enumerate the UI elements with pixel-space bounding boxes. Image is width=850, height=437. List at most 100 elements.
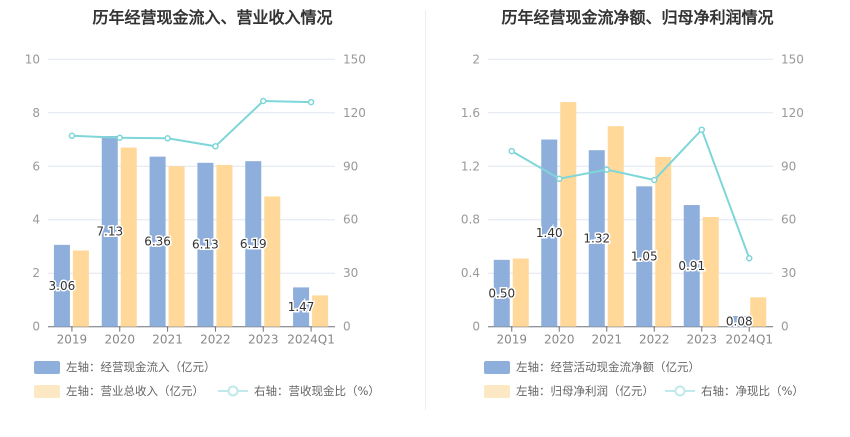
bar-2019: [72, 250, 89, 327]
bar-2024Q1: [312, 295, 329, 327]
legend-label: 右轴：营收现金比（%）: [254, 384, 380, 398]
left-tick-label: 0: [32, 320, 40, 334]
x-tick-label: 2020: [544, 333, 575, 347]
x-tick-label: 2021: [591, 333, 622, 347]
data-label: 6.13: [192, 238, 219, 252]
right-tick-label: 150: [343, 52, 366, 66]
bar-2019: [512, 258, 529, 327]
bar-2020: [101, 136, 118, 327]
left-tick-label: 0.8: [461, 213, 480, 227]
left-tick-label: 0: [472, 320, 480, 334]
right-tick-label: 0: [343, 320, 351, 334]
legend-line-icon: [218, 385, 248, 397]
x-tick-label: 2024Q1: [725, 333, 773, 347]
bar-2019: [53, 244, 70, 327]
chart-title: 历年经营现金流入、营业收入情况: [92, 8, 333, 27]
bar-2021: [168, 166, 185, 327]
legend-swatch: [34, 360, 60, 374]
right-tick-label: 90: [343, 159, 358, 173]
data-label: 3.06: [49, 279, 76, 293]
x-tick-label: 2023: [686, 333, 717, 347]
bar-2021: [149, 156, 166, 327]
right-tick-label: 30: [343, 266, 358, 280]
bar-2022: [636, 186, 653, 327]
ratio-point: [698, 126, 705, 133]
x-tick-label: 2024Q1: [287, 333, 335, 347]
legend-item[interactable]: 右轴：营收现金比（%）: [218, 383, 380, 399]
legend-swatch: [484, 384, 510, 398]
data-label: 1.05: [631, 250, 658, 264]
x-tick-label: 2020: [104, 333, 135, 347]
ratio-point: [116, 134, 123, 141]
legend-label: 左轴：归母净利润（亿元）: [516, 384, 654, 398]
chart-title: 历年经营现金流净额、归母净利润情况: [501, 8, 774, 27]
plot-area: 0 2 4 6 8 10 0 30 60 90 120 150 2019 2020 2021 2022 2023…: [25, 52, 366, 347]
ratio-line: [511, 127, 751, 259]
left-tick-label: 2: [32, 266, 40, 280]
ratio-point: [746, 254, 753, 262]
right-tick-label: 150: [781, 52, 804, 66]
left-tick-label: 8: [32, 106, 40, 120]
left-tick-label: 2: [472, 52, 480, 66]
bar-2020: [120, 147, 137, 327]
data-label: 6.36: [144, 235, 171, 249]
chart-right: 0 0.4 0.8 1.2 1.6 2 0 30 60 90 120 150 2019 2020 2021 2…: [425, 0, 850, 437]
right-tick-label: 60: [781, 213, 796, 227]
legend-label: 左轴：营业总收入（亿元）: [66, 384, 204, 398]
bar-2022: [197, 162, 214, 327]
bar-2023: [245, 161, 262, 327]
ratio-point: [68, 132, 76, 140]
right-tick-label: 30: [781, 266, 796, 280]
legend-line-icon: [665, 385, 695, 397]
data-label: 0.91: [678, 259, 705, 273]
legend-label: 左轴：经营现金流入（亿元）: [66, 360, 216, 374]
bar-2023: [702, 217, 719, 327]
plot-area: 0 0.4 0.8 1.2 1.6 2 0 30 60 90 120 150 2019 2020 2021 2…: [461, 52, 804, 347]
bar-2020: [541, 139, 558, 327]
right-tick-label: 0: [781, 320, 789, 334]
legend-label: 右轴：净现比（%）: [701, 384, 804, 398]
right-tick-label: 60: [343, 213, 358, 227]
bar-2024Q1: [293, 287, 310, 327]
ratio-point: [307, 98, 315, 106]
chart-left: 0 2 4 6 8 10 0 30 60 90 120 150 2019 2020 2021 2022 2023…: [25, 8, 380, 399]
bar-2024Q1: [731, 316, 748, 327]
x-tick-label: 2019: [496, 333, 527, 347]
data-label: 1.40: [536, 226, 563, 240]
bar-2021: [607, 126, 624, 327]
left-tick-label: 6: [32, 159, 40, 173]
data-label: 6.19: [240, 237, 267, 251]
data-label: 0.50: [488, 286, 515, 300]
right-tick-label: 120: [781, 106, 804, 120]
legend-item[interactable]: 左轴：归母净利润（亿元）: [484, 383, 654, 399]
left-tick-label: 1.6: [461, 106, 480, 120]
x-tick-label: 2019: [57, 333, 88, 347]
ratio-line: [71, 100, 312, 148]
ratio-point: [212, 143, 219, 150]
left-tick-label: 4: [32, 213, 40, 227]
legend-item[interactable]: 左轴：营业总收入（亿元）: [34, 383, 204, 399]
bar-2021: [588, 150, 605, 327]
x-tick-label: 2022: [639, 333, 670, 347]
legend-swatch: [34, 384, 60, 398]
ratio-point: [260, 97, 267, 105]
data-label: 1.32: [583, 231, 610, 245]
legend-swatch: [484, 360, 510, 374]
x-tick-label: 2023: [248, 333, 279, 347]
left-tick-label: 1.2: [461, 159, 480, 173]
bar-2023: [683, 205, 700, 327]
data-label: 0.08: [726, 314, 753, 328]
bar-2022: [216, 164, 233, 327]
ratio-point: [603, 166, 610, 173]
bar-2023: [264, 196, 281, 327]
legend-item[interactable]: 左轴：经营现金流入（亿元）: [34, 359, 216, 375]
legend-label: 左轴：经营活动现金流净额（亿元）: [516, 360, 700, 374]
x-tick-label: 2022: [200, 333, 231, 347]
ratio-point: [651, 176, 658, 184]
legend-item[interactable]: 右轴：净现比（%）: [665, 383, 804, 399]
right-tick-label: 120: [343, 106, 366, 120]
legend-item[interactable]: 左轴：经营活动现金流净额（亿元）: [484, 359, 700, 375]
ratio-point: [164, 135, 171, 142]
bar-2020: [560, 102, 577, 327]
bar-2019: [493, 259, 510, 327]
